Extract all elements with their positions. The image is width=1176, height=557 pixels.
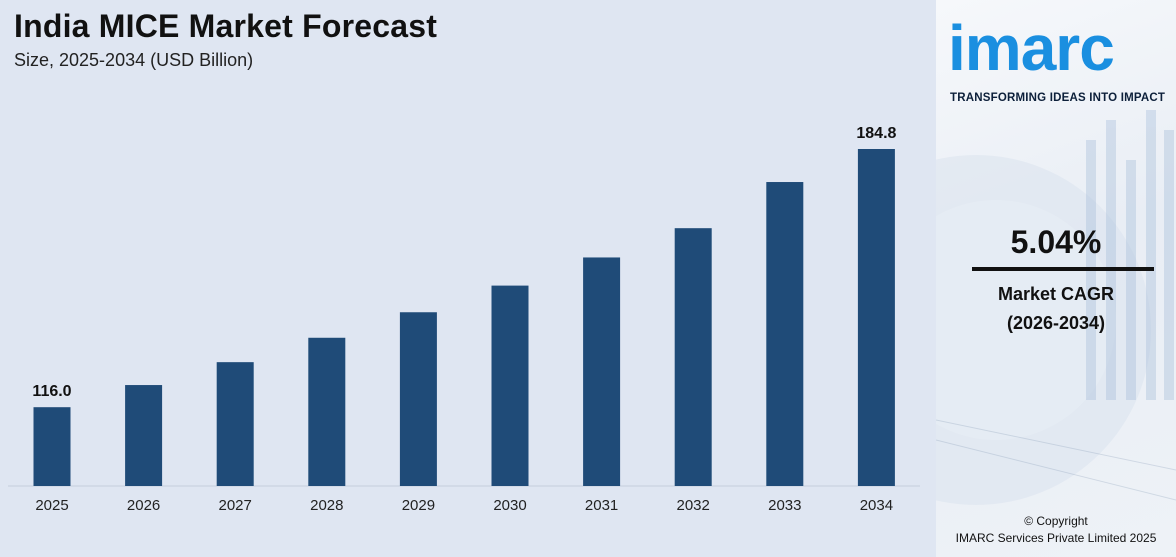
cagr-label: Market CAGR — [997, 284, 1115, 304]
copyright-line-1: © Copyright — [1024, 514, 1088, 528]
bar-chart: 116.0 184.8 2025 2026 2027 2028 2029 2030 2031 2… — [8, 125, 920, 514]
copyright-notice: © Copyright IMARC Services Private Limit… — [936, 513, 1176, 547]
bar-2033 — [766, 182, 804, 486]
bar-2029 — [399, 312, 437, 486]
copyright-line-2: IMARC Services Private Limited 2025 — [955, 531, 1157, 545]
bar-2027 — [216, 362, 254, 486]
data-label-2025: 116.0 — [32, 383, 71, 400]
x-tick-2030: 2030 — [493, 497, 526, 514]
page-title: India MICE Market Forecast — [14, 8, 438, 44]
logo-wordmark: imarc — [948, 12, 1115, 84]
page-subtitle: Size, 2025-2034 (USD Billion) — [14, 50, 254, 70]
bar-2026 — [125, 385, 163, 486]
x-tick-2034: 2034 — [860, 497, 893, 514]
bar-2028 — [308, 337, 346, 486]
x-tick-2027: 2027 — [219, 497, 252, 514]
x-tick-2029: 2029 — [402, 497, 435, 514]
bar-2032 — [674, 228, 712, 486]
x-tick-2026: 2026 — [127, 497, 160, 514]
brand-tagline: TRANSFORMING IDEAS INTO IMPACT — [950, 92, 1166, 104]
bar-2025 — [33, 407, 71, 486]
chart-panel: 116.0 184.8 2025 2026 2027 2028 2029 2030 2031 2… — [8, 8, 920, 514]
cagr-value: 5.04% — [1010, 224, 1102, 260]
cagr-divider — [972, 267, 1154, 271]
x-tick-2031: 2031 — [585, 497, 618, 514]
bar-2034 — [857, 149, 895, 486]
x-tick-2032: 2032 — [677, 497, 710, 514]
imarc-logo: imarc — [948, 8, 1174, 88]
cagr-period: (2026-2034) — [1006, 313, 1106, 333]
bar-2030 — [491, 285, 529, 486]
x-tick-2025: 2025 — [35, 497, 68, 514]
x-tick-2028: 2028 — [310, 497, 343, 514]
bar-2031 — [583, 257, 621, 486]
info-sidebar: imarc TRANSFORMING IDEAS INTO IMPACT 5.0… — [936, 0, 1176, 557]
data-label-2034: 184.8 — [856, 125, 896, 142]
x-tick-2033: 2033 — [768, 497, 801, 514]
